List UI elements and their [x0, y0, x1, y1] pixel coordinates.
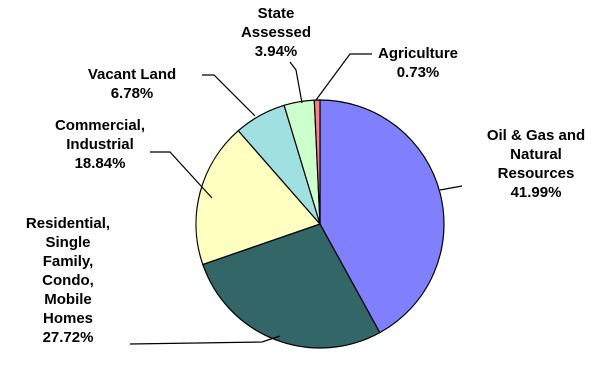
slice-label-line: Condo,	[42, 272, 94, 289]
slice-label: Commercial, Industrial 18.84%	[55, 117, 145, 172]
slice-label-line: Single	[45, 234, 90, 251]
slice-label-line: Industrial	[66, 136, 134, 153]
slice-label-line: Agriculture	[378, 45, 458, 62]
slice-label-line: Assessed	[241, 24, 311, 41]
leader-line	[315, 53, 372, 101]
slice-label-line: State	[258, 5, 295, 22]
slice-label: State Assessed 3.94%	[241, 5, 311, 60]
leader-lines	[129, 53, 463, 345]
slice-label-line: Residential,	[26, 215, 110, 232]
slice-value: 41.99%	[511, 184, 562, 201]
slice-value: 6.78%	[111, 85, 154, 102]
leader-line	[129, 335, 281, 345]
slice-label-line: Natural	[510, 146, 562, 163]
slice-value: 18.84%	[75, 155, 126, 172]
slice-label: Residential, Single Family, Condo, Mobile Hom…	[26, 215, 110, 346]
slice-label-line: Resources	[498, 165, 575, 182]
slice-label: Vacant Land 6.78%	[88, 66, 176, 102]
pie-slice	[195, 129, 322, 266]
slice-label-line: Family,	[43, 253, 94, 270]
slice-value: 0.73%	[397, 64, 440, 81]
slice-value: 3.94%	[255, 43, 298, 60]
pie-slice	[319, 99, 445, 334]
pie-slices	[195, 99, 445, 349]
slice-label-line: Vacant Land	[88, 66, 176, 83]
slice-label-line: Commercial,	[55, 117, 145, 134]
slice-label-line: Mobile	[44, 291, 92, 308]
pie-slice	[313, 99, 321, 225]
slice-value: 27.72%	[43, 329, 94, 346]
leader-line	[202, 74, 256, 117]
pie-slice	[202, 223, 381, 349]
slice-labels: Oil & Gas and Natural Resources 41.99% Resid…	[26, 5, 585, 346]
slice-label-line: Homes	[43, 310, 93, 327]
slice-label: Oil & Gas and Natural Resources 41.99%	[487, 127, 585, 201]
slice-label: Agriculture 0.73%	[378, 45, 458, 81]
leader-line	[289, 61, 303, 104]
leader-line	[439, 185, 463, 191]
slice-label-line: Oil & Gas and	[487, 127, 585, 144]
leader-line	[150, 151, 213, 199]
